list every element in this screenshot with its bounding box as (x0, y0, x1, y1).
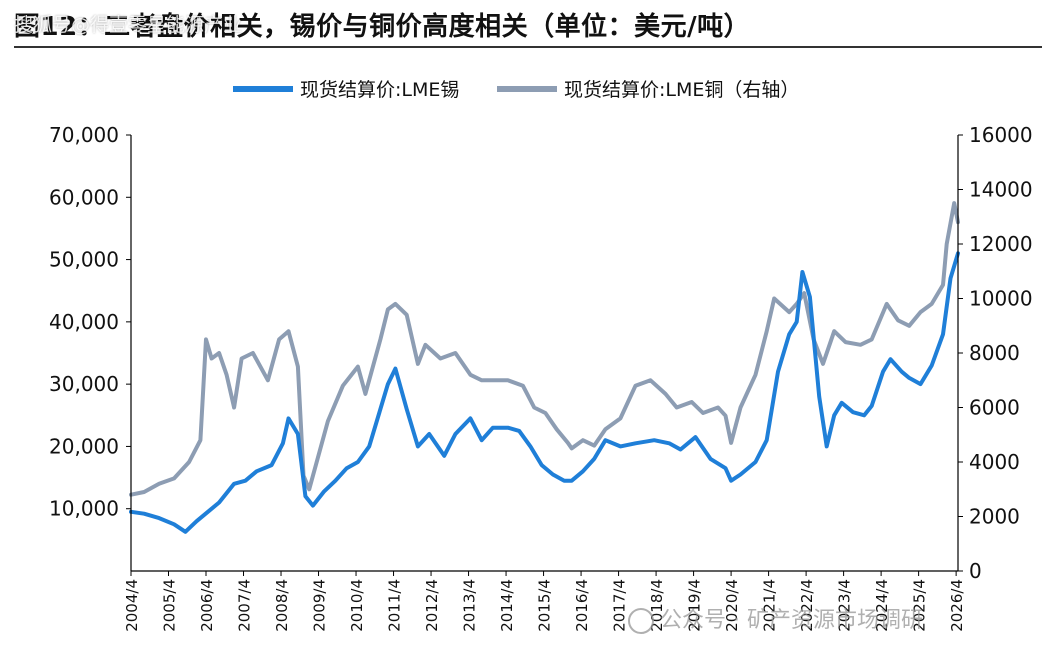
x-tick-label: 2019/4 (686, 579, 704, 632)
x-tick-label: 2013/4 (461, 579, 479, 632)
axes: 10,000 20,000 30,000 40,000 50,000 60,000 70,0… (49, 123, 1033, 632)
right-y-tick-label: 12000 (969, 232, 1033, 256)
right-y-tick-label: 14000 (969, 178, 1033, 202)
legend-copper-label: 现货结算价:LME铜（右轴） (564, 79, 799, 101)
right-y-tick-label: 10000 (969, 287, 1033, 311)
x-tick-label: 2009/4 (311, 579, 329, 632)
right-y-tick-label: 0 (969, 559, 982, 583)
right-y-tick-label: 16000 (969, 123, 1033, 147)
watermark-bottom-text: 公众号 · 矿产资源市场调研 (660, 608, 923, 633)
right-y-tick-label: 4000 (969, 450, 1020, 474)
left-y-tick-label: 20,000 (49, 434, 119, 458)
left-y-tick-label: 70,000 (49, 123, 119, 147)
x-tick-label: 2010/4 (348, 579, 366, 632)
tin-price-line (129, 251, 960, 534)
legend-tin-label: 现货结算价:LME锡 (300, 79, 459, 101)
x-tick-label: 2007/4 (236, 579, 254, 632)
x-tick-label: 2017/4 (611, 579, 629, 632)
x-tick-label: 2008/4 (273, 579, 291, 632)
left-y-tick-label: 50,000 (49, 248, 119, 272)
x-tick-label: 2026/4 (948, 579, 966, 632)
legend: 现货结算价:LME锡 现货结算价:LME铜（右轴） (233, 79, 799, 101)
wechat-icon (628, 608, 654, 634)
x-tick-label: 2016/4 (573, 579, 591, 632)
x-tick-label: 2014/4 (498, 579, 516, 632)
x-tick-label: 2012/4 (423, 579, 441, 632)
left-y-tick-label: 60,000 (49, 185, 119, 209)
left-y-tick-label: 40,000 (49, 310, 119, 334)
x-tick-label: 2022/4 (798, 579, 816, 632)
x-tick-label: 2025/4 (911, 579, 929, 632)
x-tick-label: 2024/4 (873, 579, 891, 632)
x-tick-label: 2011/4 (386, 579, 404, 632)
x-tick-label: 2023/4 (836, 579, 854, 632)
right-y-tick-label: 6000 (969, 396, 1020, 420)
x-tick-label: 2006/4 (198, 579, 216, 632)
plot-lines (129, 201, 960, 534)
copper-price-line (129, 201, 960, 497)
x-tick-label: 2004/4 (123, 579, 141, 632)
left-y-tick-label: 10,000 (49, 497, 119, 521)
watermark-bottom: 公众号 · 矿产资源市场调研 (628, 602, 923, 634)
right-y-tick-label: 2000 (969, 505, 1020, 529)
x-tick-label: 2005/4 (161, 579, 179, 632)
x-tick-label: 2021/4 (761, 579, 779, 632)
x-tick-label: 2020/4 (723, 579, 741, 632)
title-divider (14, 46, 1042, 48)
left-y-tick-label: 30,000 (49, 372, 119, 396)
watermark-top: 搜狐号@得壹零星能源产业 (14, 14, 243, 36)
x-tick-label: 2015/4 (536, 579, 554, 632)
right-y-tick-label: 8000 (969, 341, 1020, 365)
chart-title: 图12：二者盘价相关，锡价与铜价高度相关（单位：美元/吨） (14, 12, 751, 42)
